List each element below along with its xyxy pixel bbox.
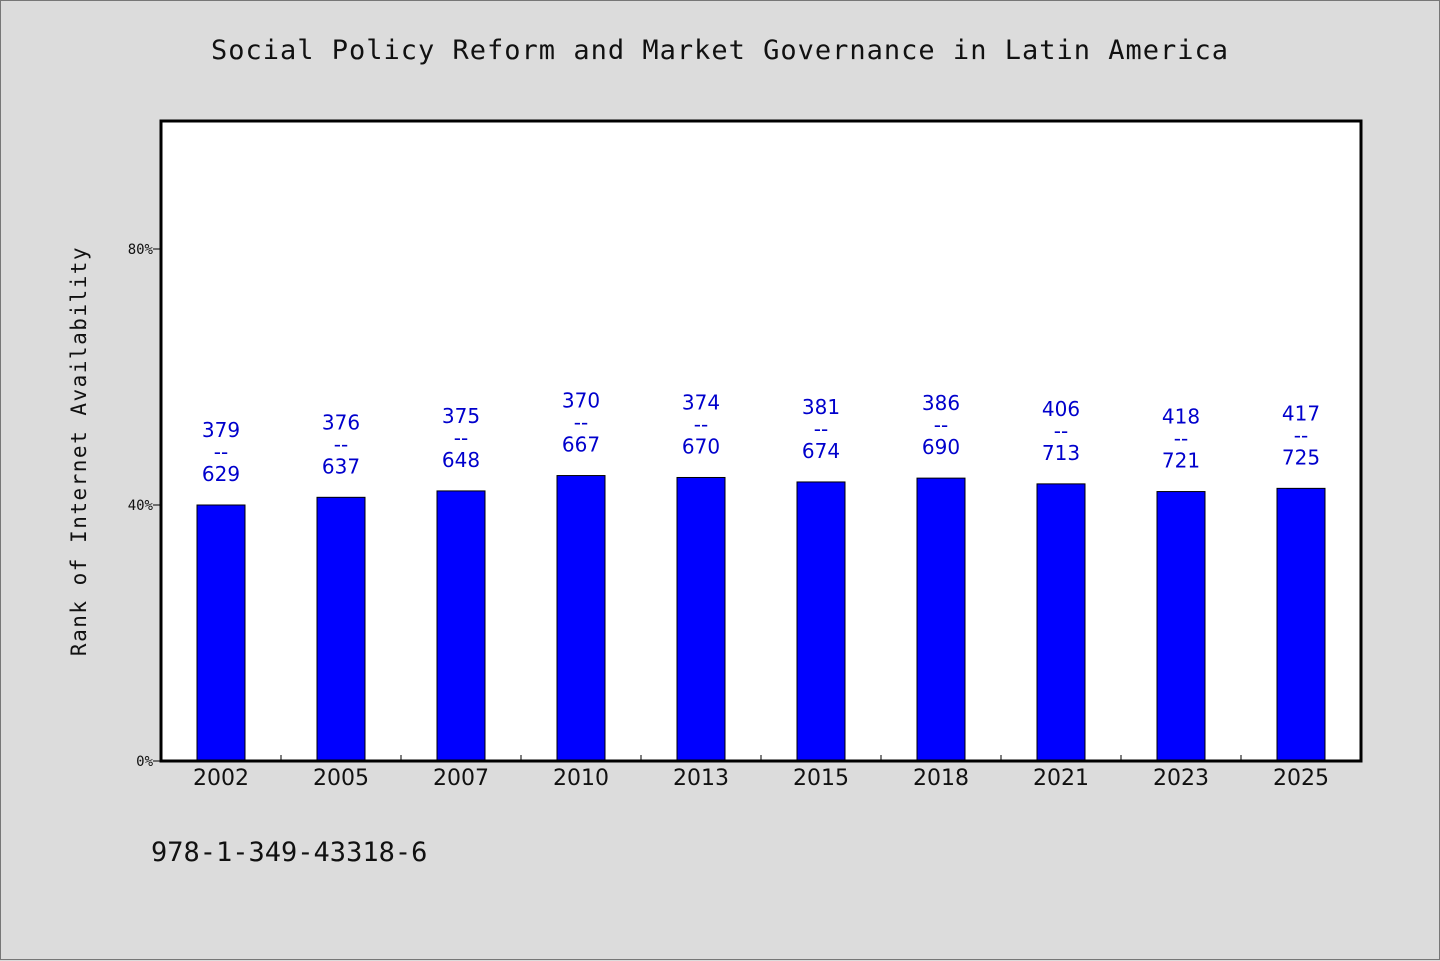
bar [196, 504, 246, 762]
bar-data-label: 713 [1042, 441, 1080, 465]
bar-data-label: -- [694, 412, 708, 436]
x-tick-label: 2002 [193, 766, 249, 791]
x-tick-label: 2007 [433, 766, 489, 791]
bar-data-label: 406 [1042, 397, 1080, 421]
y-tick-label: 0% [136, 754, 153, 770]
bar-data-label: 418 [1162, 405, 1200, 429]
bar-data-label: -- [1174, 427, 1188, 451]
x-tick-label: 2023 [1153, 766, 1209, 791]
bar [1036, 483, 1086, 762]
bar-data-label: -- [334, 432, 348, 456]
bar-data-label: -- [814, 417, 828, 441]
bar-data-label: 629 [202, 462, 240, 486]
x-tick-label: 2018 [913, 766, 969, 791]
bar-data-label: -- [1294, 423, 1308, 447]
bar [1156, 491, 1206, 762]
bar-data-label: 637 [322, 454, 360, 478]
bar [436, 490, 486, 762]
bar-data-label: 648 [442, 448, 480, 472]
bar-data-label: 386 [922, 391, 960, 415]
x-tick-label: 2010 [553, 766, 609, 791]
bar-data-label: 721 [1162, 449, 1200, 473]
plot-frame [159, 119, 1363, 763]
bar-data-label: 375 [442, 404, 480, 428]
bar-data-label: 417 [1282, 401, 1320, 425]
bar-data-label: -- [934, 413, 948, 437]
bar [556, 475, 606, 762]
x-tick-label: 2005 [313, 766, 369, 791]
bar-data-label: 667 [562, 433, 600, 457]
bar-data-label: 690 [922, 435, 960, 459]
bar-data-label: 725 [1282, 445, 1320, 469]
bar-data-label: 379 [202, 418, 240, 442]
y-tick-label: 80% [128, 242, 154, 258]
bar [316, 496, 366, 762]
bar-data-label: 670 [682, 434, 720, 458]
isbn-label: 978-1-349-43318-6 [151, 837, 428, 868]
bar-data-label: -- [1054, 419, 1068, 443]
bar [796, 481, 846, 762]
bar-data-label: -- [214, 440, 228, 464]
bar-data-label: -- [454, 426, 468, 450]
bar [1276, 487, 1326, 762]
chart-title: Social Policy Reform and Market Governan… [210, 35, 1230, 66]
x-tick-label: 2021 [1033, 766, 1089, 791]
bar-data-label: -- [574, 411, 588, 435]
x-tick-label: 2013 [673, 766, 729, 791]
x-tick-label: 2025 [1273, 766, 1329, 791]
bar-data-label: 381 [802, 395, 840, 419]
y-tick-label: 40% [128, 498, 154, 514]
bar-data-label: 376 [322, 410, 360, 434]
bar-data-label: 674 [802, 439, 840, 463]
bar-data-label: 370 [562, 389, 600, 413]
bar-data-label: 374 [682, 390, 720, 414]
x-tick-label: 2015 [793, 766, 849, 791]
bar [916, 477, 966, 762]
bar [676, 476, 726, 762]
